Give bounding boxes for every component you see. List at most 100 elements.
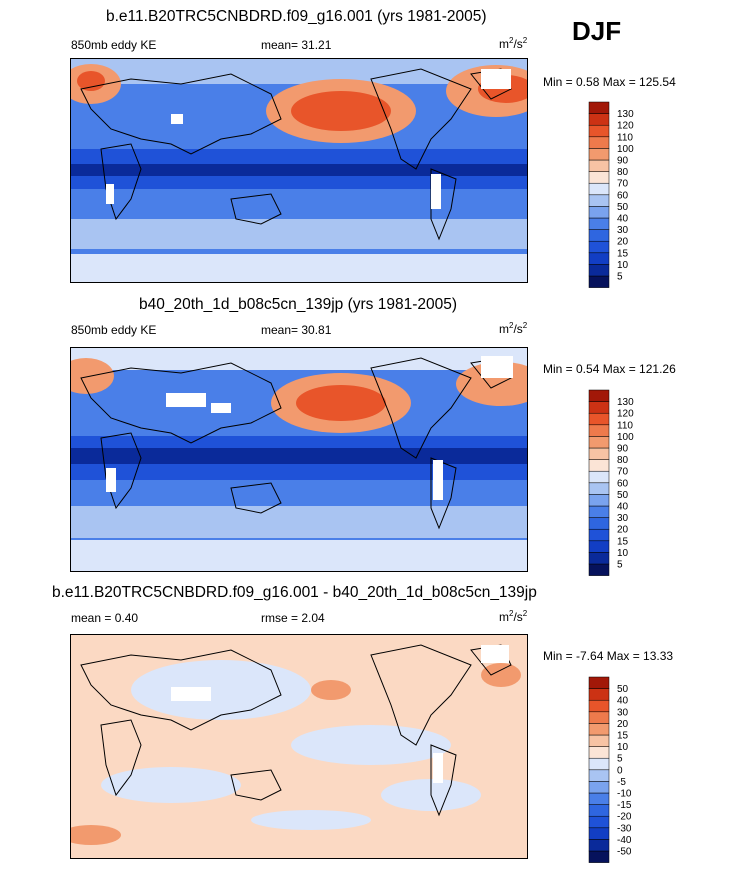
panel-3-map bbox=[70, 634, 528, 859]
colorbar-tick-label: 110 bbox=[617, 420, 633, 431]
colorbar-tick-label: 30 bbox=[617, 707, 629, 718]
colorbar-swatch bbox=[588, 734, 610, 747]
colorbar-swatch bbox=[588, 412, 610, 426]
colorbar-tick-label: -15 bbox=[617, 800, 632, 811]
colorbar-tick-label: 120 bbox=[617, 121, 634, 132]
colorbar-swatch bbox=[588, 470, 610, 484]
colorbar-tick-label: -20 bbox=[617, 812, 632, 823]
colorbar-swatch bbox=[588, 229, 610, 242]
colorbar-tick-label: 70 bbox=[617, 179, 629, 190]
colorbar-swatch bbox=[588, 252, 610, 265]
colorbar-tick-label: 30 bbox=[617, 225, 629, 236]
colorbar-tick-label: 5 bbox=[617, 754, 623, 765]
colorbar-tick-label: 110 bbox=[617, 132, 633, 143]
colorbar-tick-label: -40 bbox=[617, 835, 632, 846]
colorbar-tick-label: 5 bbox=[617, 560, 623, 571]
colorbar-swatch bbox=[588, 217, 610, 230]
colorbar-tick-label: 100 bbox=[617, 432, 634, 443]
colorbar-tick-label: -5 bbox=[617, 777, 626, 788]
colorbar-swatch bbox=[588, 746, 610, 759]
panel-3-colorbar: -50 -40 -30 -20 -15 -10 -5 0 5 10 15 20 30 40 50 bbox=[588, 676, 632, 865]
colorbar-tick-label: 70 bbox=[617, 467, 629, 478]
colorbar-tick-label: 15 bbox=[617, 731, 629, 742]
panel-2-map bbox=[70, 347, 528, 572]
panel-3-mean-label: mean = 0.40 bbox=[71, 611, 139, 625]
colorbar-swatch bbox=[588, 688, 610, 701]
panel-2-units: m2/s2 bbox=[499, 321, 528, 336]
colorbar-tick-label: -50 bbox=[617, 847, 632, 858]
colorbar-swatch bbox=[588, 424, 610, 437]
panel-2-variable-label: 850mb eddy KE bbox=[71, 323, 157, 337]
panel-3-title: b.e11.B20TRC5CNBDRD.f09_g16.001 - b40_20… bbox=[52, 584, 537, 601]
colorbar-swatch bbox=[588, 494, 610, 507]
panel-3-rmse-label: rmse = 2.04 bbox=[261, 611, 325, 625]
colorbar-swatch bbox=[588, 563, 610, 576]
colorbar-tick-label: 50 bbox=[617, 490, 629, 501]
colorbar-tick-label: 15 bbox=[617, 248, 629, 259]
colorbar-tick-label: 40 bbox=[617, 214, 629, 225]
colorbar-swatch bbox=[588, 275, 610, 288]
colorbar-tick-label: 15 bbox=[617, 536, 629, 547]
colorbar-swatch bbox=[588, 182, 610, 196]
colorbar-swatch bbox=[588, 459, 610, 472]
colorbar-swatch bbox=[588, 839, 610, 852]
colorbar-swatch bbox=[588, 206, 610, 219]
panel-1-title: b.e11.B20TRC5CNBDRD.f09_g16.001 (yrs 198… bbox=[106, 8, 487, 25]
colorbar-swatch bbox=[588, 447, 610, 460]
colorbar-swatch bbox=[588, 699, 610, 713]
colorbar-tick-label: 40 bbox=[617, 696, 629, 707]
colorbar-swatch bbox=[588, 540, 610, 553]
colorbar-tick-label: 80 bbox=[617, 455, 629, 466]
colorbar-swatch bbox=[588, 676, 610, 689]
colorbar-swatch bbox=[588, 240, 610, 254]
colorbar-tick-label: 90 bbox=[617, 444, 629, 455]
colorbar-tick-label: 130 bbox=[617, 397, 634, 408]
colorbar-swatch bbox=[588, 711, 610, 724]
colorbar-swatch bbox=[588, 505, 610, 518]
colorbar-tick-label: 90 bbox=[617, 156, 629, 167]
colorbar-swatch bbox=[588, 401, 610, 414]
colorbar-tick-label: 100 bbox=[617, 144, 634, 155]
colorbar-swatch bbox=[588, 769, 610, 782]
colorbar-tick-label: 50 bbox=[617, 684, 629, 695]
colorbar-tick-label: 130 bbox=[617, 109, 634, 120]
colorbar-tick-label: 10 bbox=[617, 548, 629, 559]
colorbar-swatch bbox=[588, 171, 610, 184]
panel-1-units: m2/s2 bbox=[499, 36, 528, 51]
colorbar-tick-label: -30 bbox=[617, 823, 632, 834]
colorbar-swatch bbox=[588, 850, 610, 863]
colorbar-swatch bbox=[588, 148, 610, 161]
colorbar-tick-label: 50 bbox=[617, 202, 629, 213]
colorbar-tick-label: 60 bbox=[617, 190, 629, 201]
colorbar-tick-label: 10 bbox=[617, 260, 629, 271]
colorbar-swatch bbox=[588, 723, 610, 736]
colorbar-tick-label: 40 bbox=[617, 502, 629, 513]
colorbar-swatch bbox=[588, 436, 610, 449]
colorbar-swatch bbox=[588, 757, 610, 771]
panel-3-units: m2/s2 bbox=[499, 609, 528, 624]
colorbar-swatch bbox=[588, 113, 610, 126]
colorbar-tick-label: 0 bbox=[617, 765, 623, 776]
colorbar-tick-label: 20 bbox=[617, 719, 629, 730]
panel-2-title: b40_20th_1d_b08c5cn_139jp (yrs 1981-2005… bbox=[139, 296, 457, 313]
colorbar-swatch bbox=[588, 517, 610, 530]
colorbar-swatch bbox=[588, 804, 610, 817]
panel-3-range-label: Min = -7.64 Max = 13.33 bbox=[543, 649, 674, 663]
colorbar-tick-label: 5 bbox=[617, 272, 623, 283]
colorbar-swatch bbox=[588, 389, 610, 402]
colorbar-swatch bbox=[588, 136, 610, 149]
colorbar-swatch bbox=[588, 124, 610, 138]
colorbar-swatch bbox=[588, 194, 610, 207]
colorbar-tick-label: 20 bbox=[617, 237, 629, 248]
panel-2-colorbar: 5 10 15 20 30 40 50 60 70 80 90 100 110 120 130 bbox=[588, 389, 634, 578]
colorbar-tick-label: 30 bbox=[617, 513, 629, 524]
panel-1-colorbar: 5 10 15 20 30 40 50 60 70 80 90 100 110 120 130 bbox=[588, 101, 634, 290]
colorbar-swatch bbox=[588, 792, 610, 805]
colorbar-swatch bbox=[588, 101, 610, 114]
colorbar-swatch bbox=[588, 552, 610, 565]
colorbar-tick-label: 10 bbox=[617, 742, 629, 753]
colorbar-tick-label: 80 bbox=[617, 167, 629, 178]
panel-1-range-label: Min = 0.58 Max = 125.54 bbox=[543, 75, 676, 89]
panel-2-mean-label: mean= 30.81 bbox=[261, 323, 332, 337]
colorbar-swatch bbox=[588, 159, 610, 172]
